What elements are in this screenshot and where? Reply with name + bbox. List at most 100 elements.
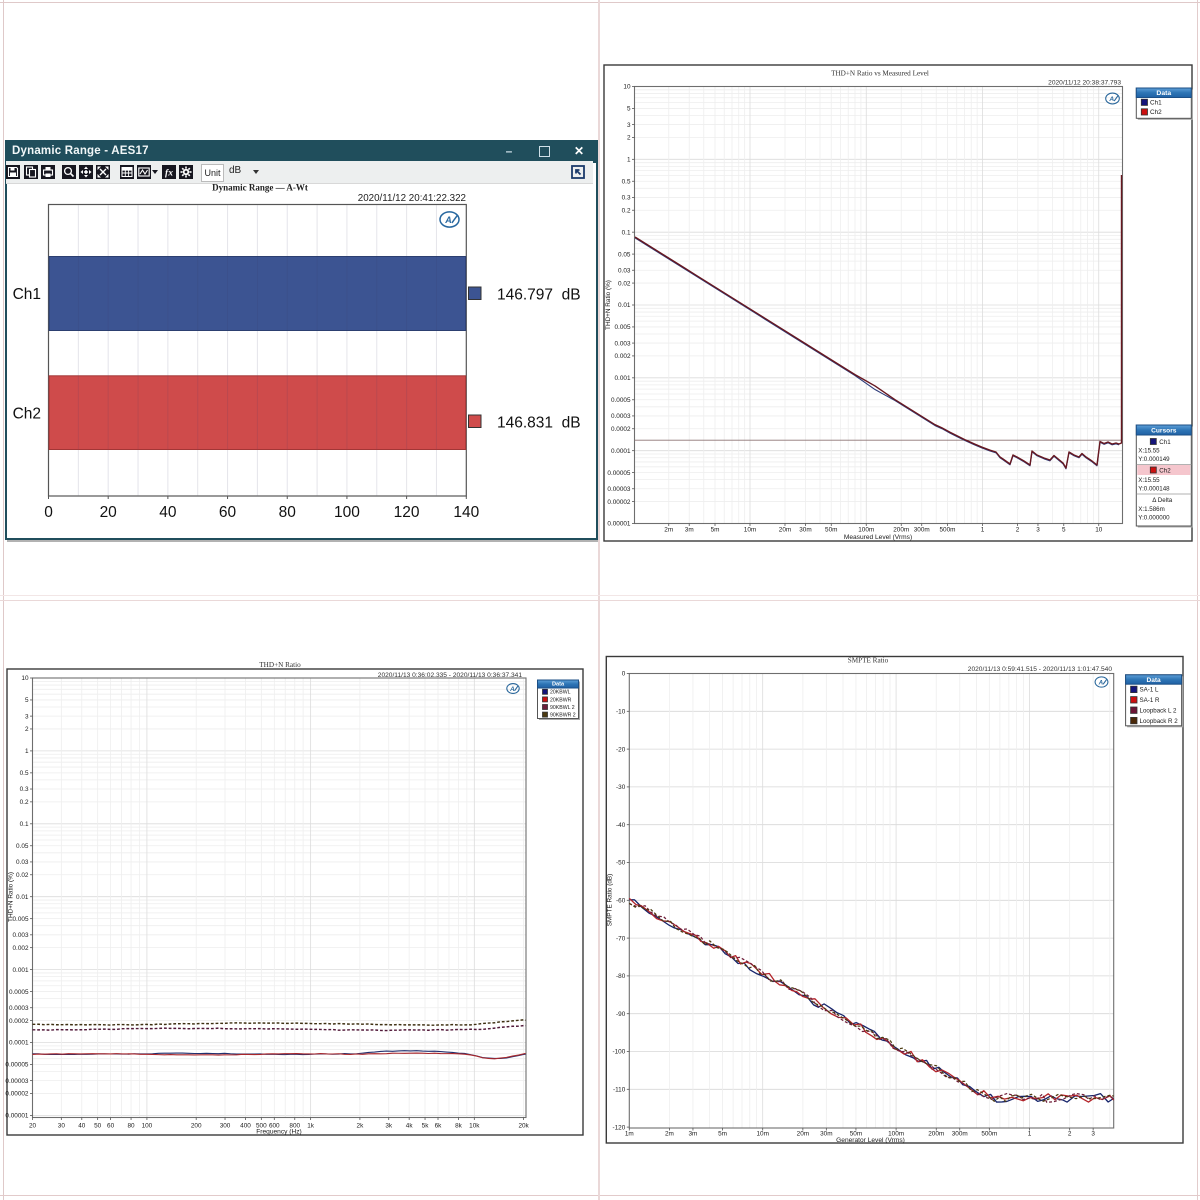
svg-text:5m: 5m <box>711 527 720 534</box>
svg-text:-120: -120 <box>613 1124 626 1131</box>
svg-text:2: 2 <box>1068 1131 1072 1138</box>
svg-text:Y:0.000149: Y:0.000149 <box>1138 456 1170 463</box>
svg-text:3k: 3k <box>385 1123 393 1130</box>
svg-text:Ch1: Ch1 <box>13 286 41 303</box>
svg-text:THD+N Ratio: THD+N Ratio <box>259 661 301 669</box>
svg-text:-70: -70 <box>616 935 626 942</box>
svg-text:1: 1 <box>627 157 631 164</box>
svg-text:500m: 500m <box>981 1131 997 1138</box>
svg-text:Y:0.000148: Y:0.000148 <box>1138 486 1170 493</box>
svg-text:600: 600 <box>269 1123 280 1130</box>
svg-text:0.3: 0.3 <box>20 786 29 793</box>
svg-text:300: 300 <box>220 1123 231 1130</box>
svg-text:50m: 50m <box>850 1131 862 1138</box>
svg-text:40: 40 <box>159 504 177 521</box>
svg-text:0.03: 0.03 <box>16 859 29 866</box>
svg-text:Ch2: Ch2 <box>13 406 41 423</box>
svg-text:100: 100 <box>142 1123 153 1130</box>
svg-text:0.002: 0.002 <box>13 945 29 952</box>
svg-text:30: 30 <box>58 1123 66 1130</box>
svg-text:80: 80 <box>128 1123 136 1130</box>
svg-text:-10: -10 <box>616 709 626 716</box>
svg-text:0.1: 0.1 <box>20 821 29 828</box>
svg-text:200: 200 <box>191 1123 202 1130</box>
svg-text:A: A <box>1108 96 1114 103</box>
svg-text:Measured Level (Vrms): Measured Level (Vrms) <box>844 534 912 541</box>
svg-text:THD+N Ratio vs Measured Level: THD+N Ratio vs Measured Level <box>831 70 929 78</box>
svg-text:20KBWL: 20KBWL <box>550 690 571 696</box>
svg-text:X:15.55: X:15.55 <box>1138 477 1160 484</box>
svg-text:-50: -50 <box>616 860 626 867</box>
svg-text:SA-1 R: SA-1 R <box>1140 697 1160 704</box>
svg-text:Ch2: Ch2 <box>1159 468 1171 475</box>
svg-text:5: 5 <box>1062 527 1066 534</box>
svg-text:-20: -20 <box>616 746 626 753</box>
svg-text:30m: 30m <box>799 527 811 534</box>
svg-text:10m: 10m <box>744 527 756 534</box>
svg-text:0.0001: 0.0001 <box>9 1040 29 1047</box>
svg-text:200m: 200m <box>893 527 909 534</box>
svg-text:1k: 1k <box>307 1123 315 1130</box>
svg-text:-90: -90 <box>616 1011 626 1018</box>
svg-text:0.002: 0.002 <box>615 353 631 360</box>
svg-text:2: 2 <box>627 135 631 142</box>
svg-text:100m: 100m <box>858 527 874 534</box>
svg-text:Data: Data <box>552 682 565 688</box>
svg-text:300m: 300m <box>914 527 930 534</box>
svg-text:50m: 50m <box>825 527 837 534</box>
svg-text:0.003: 0.003 <box>13 932 29 939</box>
svg-text:800: 800 <box>289 1123 300 1130</box>
svg-text:60: 60 <box>107 1123 115 1130</box>
svg-text:-100: -100 <box>613 1049 626 1056</box>
svg-text:4k: 4k <box>406 1123 414 1130</box>
svg-text:0.00002: 0.00002 <box>5 1091 29 1098</box>
svg-text:6k: 6k <box>435 1123 443 1130</box>
svg-text:10k: 10k <box>469 1123 480 1130</box>
svg-text:146.797 dB: 146.797 dB <box>497 287 581 304</box>
svg-text:0.001: 0.001 <box>615 375 631 382</box>
svg-text:SA-1 L: SA-1 L <box>1140 687 1159 694</box>
svg-text:Loopback R 2: Loopback R 2 <box>1140 718 1179 725</box>
svg-text:3m: 3m <box>689 1131 698 1138</box>
svg-text:0.00001: 0.00001 <box>607 521 631 528</box>
svg-text:300m: 300m <box>952 1131 968 1138</box>
svg-text:1m: 1m <box>625 1131 634 1138</box>
svg-text:2: 2 <box>1016 527 1020 534</box>
svg-text:0.0002: 0.0002 <box>611 426 631 433</box>
svg-text:X:1.586m: X:1.586m <box>1138 506 1164 513</box>
svg-text:50: 50 <box>94 1123 102 1130</box>
svg-text:Frequency (Hz): Frequency (Hz) <box>256 1129 301 1136</box>
svg-text:0.00003: 0.00003 <box>607 486 631 493</box>
svg-text:10m: 10m <box>756 1131 768 1138</box>
svg-text:0.5: 0.5 <box>20 770 29 777</box>
svg-text:3m: 3m <box>685 527 694 534</box>
svg-text:100m: 100m <box>888 1131 904 1138</box>
svg-text:0.05: 0.05 <box>16 843 29 850</box>
svg-text:0.01: 0.01 <box>618 302 631 309</box>
svg-text:3: 3 <box>1036 527 1040 534</box>
svg-text:Ch2: Ch2 <box>1150 109 1162 116</box>
svg-text:2020/11/12 20:38:37.793: 2020/11/12 20:38:37.793 <box>1048 80 1121 87</box>
svg-text:Data: Data <box>1156 90 1171 97</box>
svg-text:0.3: 0.3 <box>622 195 631 202</box>
svg-text:0.2: 0.2 <box>20 799 29 806</box>
svg-text:Data: Data <box>1146 677 1161 684</box>
svg-text:0.00005: 0.00005 <box>5 1062 29 1069</box>
svg-text:10: 10 <box>21 675 29 682</box>
svg-text:400: 400 <box>240 1123 251 1130</box>
svg-text:0.0003: 0.0003 <box>611 413 631 420</box>
svg-text:THD+N Ratio (%): THD+N Ratio (%) <box>8 872 15 922</box>
svg-text:A: A <box>444 215 452 225</box>
svg-text:0.005: 0.005 <box>615 324 631 331</box>
svg-text:2k: 2k <box>357 1123 365 1130</box>
svg-text:THD+N Ratio (%): THD+N Ratio (%) <box>605 280 612 330</box>
svg-text:20: 20 <box>100 504 118 521</box>
svg-text:0.0005: 0.0005 <box>611 397 631 404</box>
svg-text:20: 20 <box>29 1123 37 1130</box>
svg-text:0.5: 0.5 <box>622 178 631 185</box>
svg-text:0.00002: 0.00002 <box>607 499 631 506</box>
svg-text:60: 60 <box>219 504 237 521</box>
svg-text:2m: 2m <box>664 527 673 534</box>
svg-text:SMPTE Ratio (dB): SMPTE Ratio (dB) <box>607 874 614 927</box>
svg-text:3: 3 <box>627 122 631 129</box>
